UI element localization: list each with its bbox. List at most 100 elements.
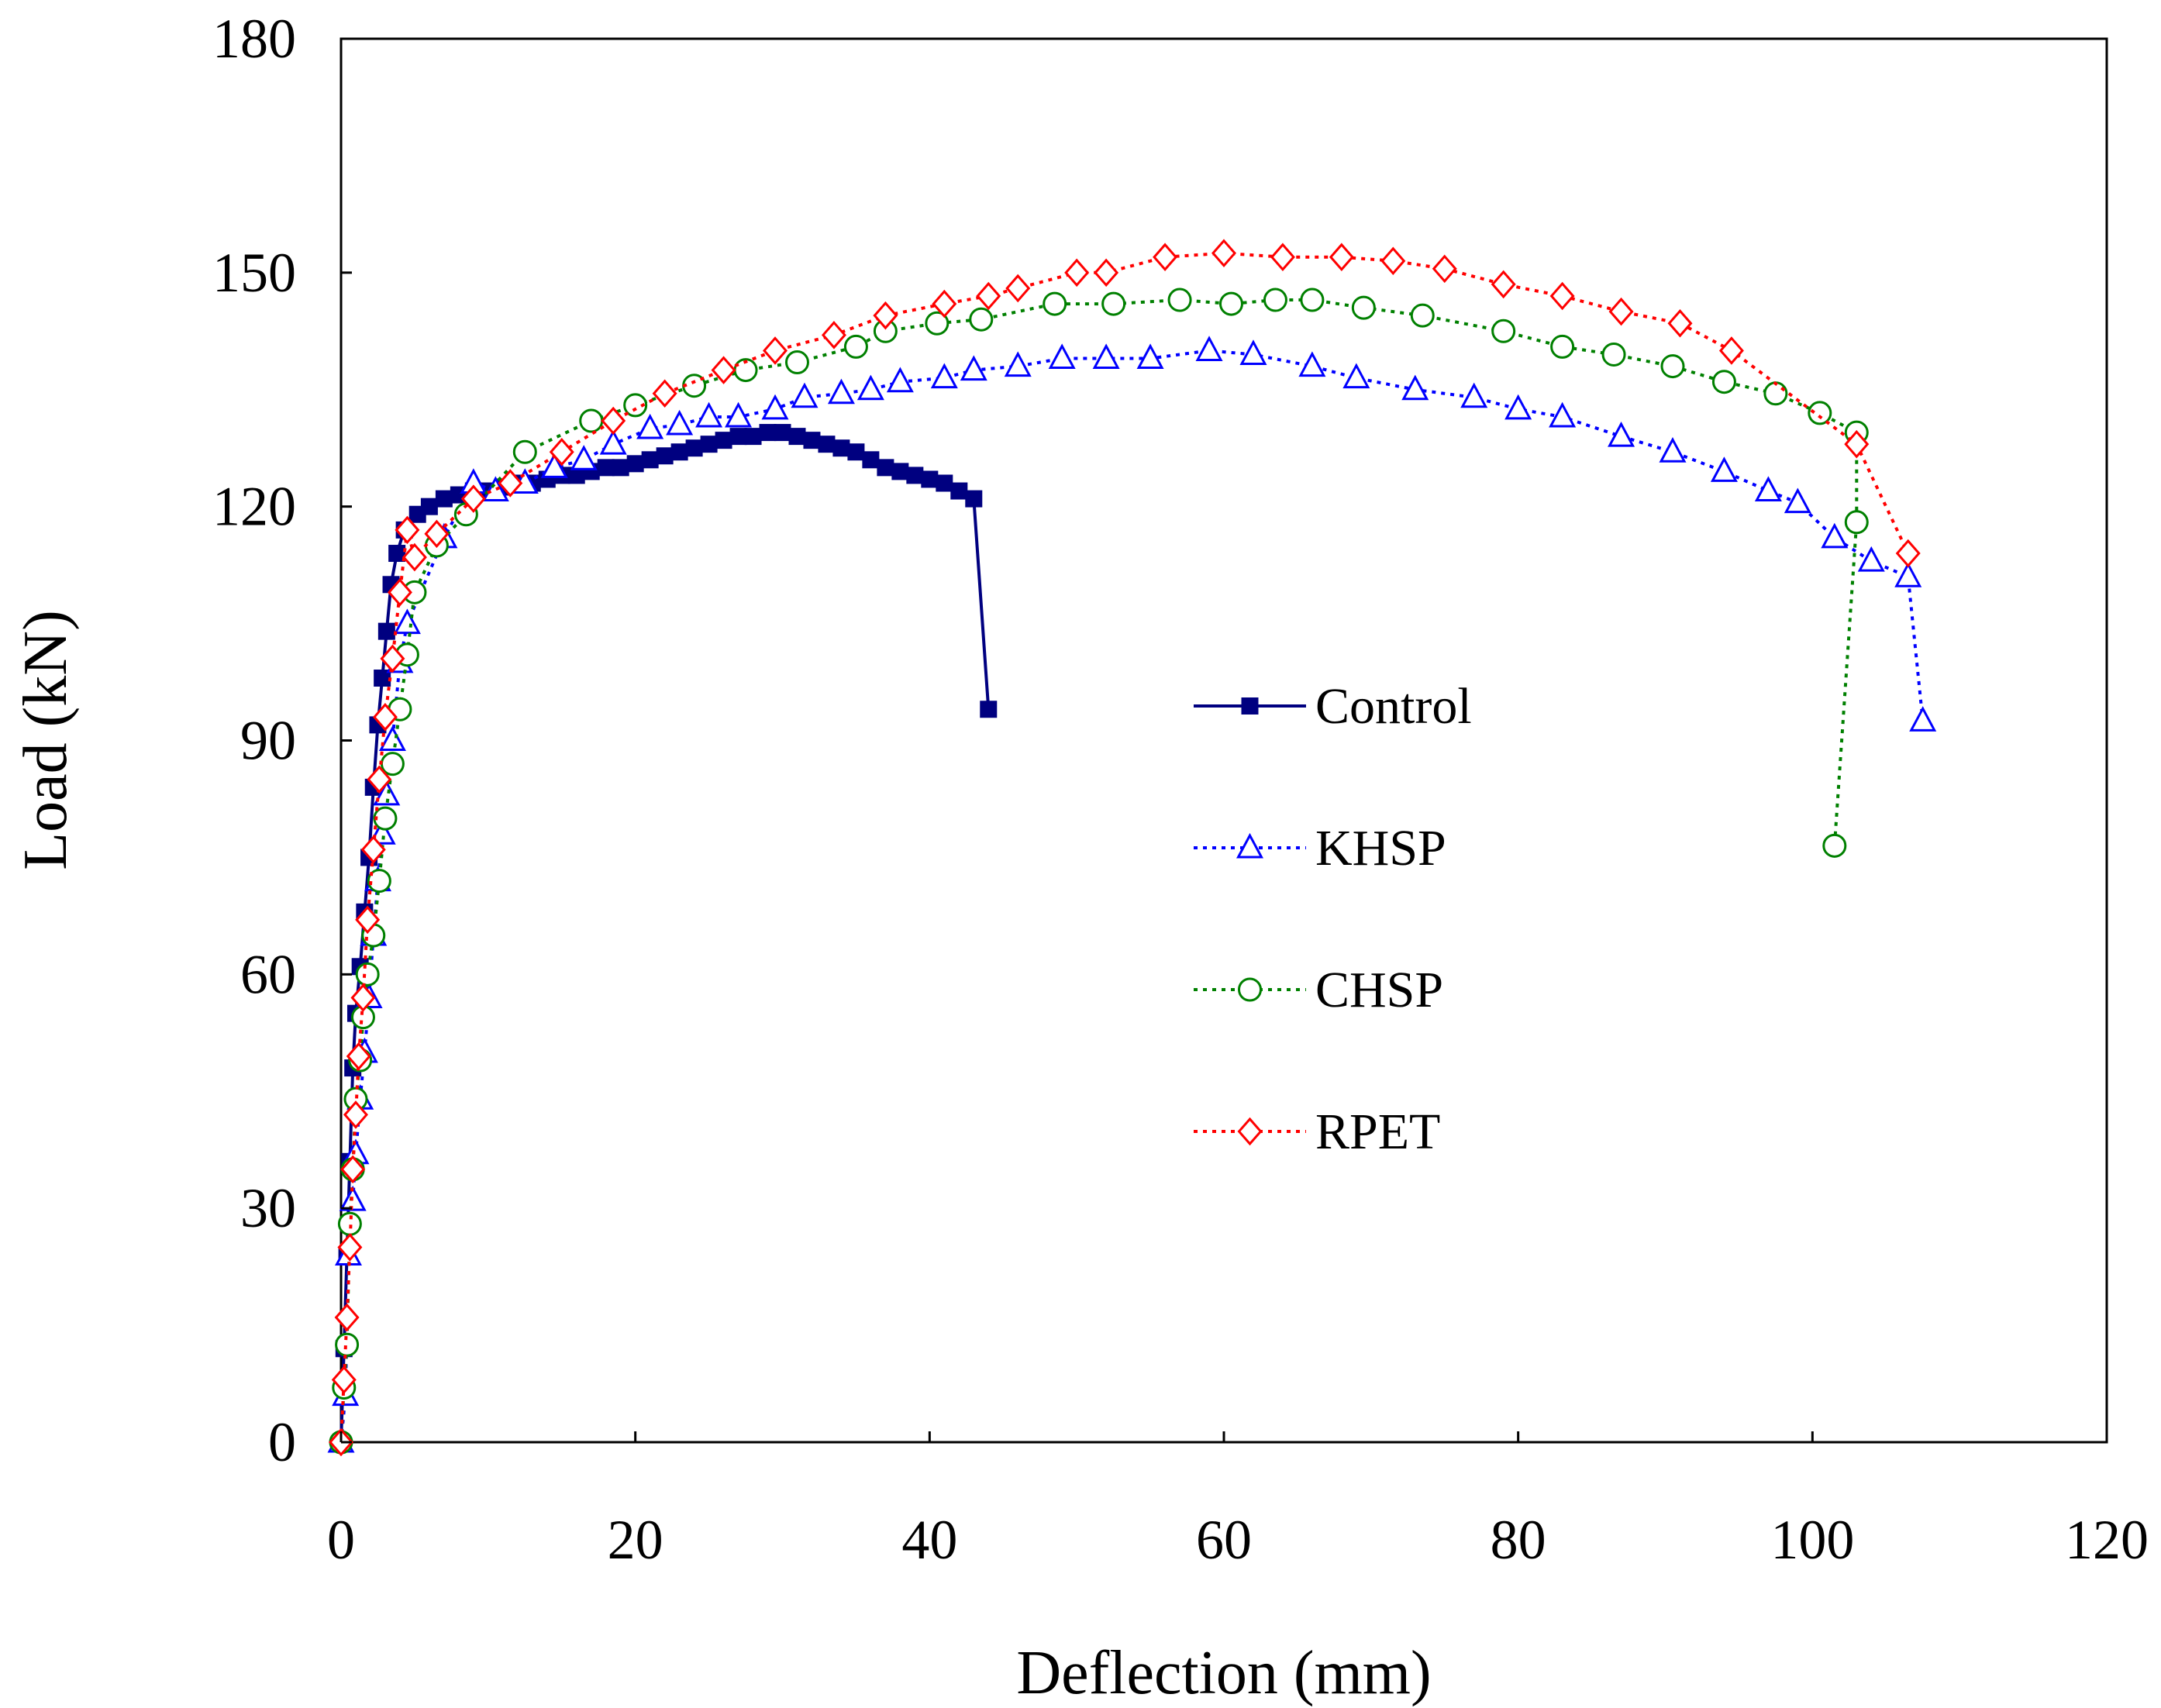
data-point-rpet xyxy=(402,542,427,572)
data-point-control xyxy=(435,490,453,508)
data-point-chsp xyxy=(1822,833,1847,858)
series-layer xyxy=(327,239,1937,1457)
data-point-control xyxy=(936,474,953,492)
data-point-khsp xyxy=(1048,343,1076,370)
data-point-control xyxy=(950,482,968,500)
data-point-khsp xyxy=(636,413,664,439)
data-point-rpet xyxy=(821,321,846,350)
data-point-control xyxy=(670,443,688,461)
data-point-chsp xyxy=(1167,288,1192,312)
data-point-khsp xyxy=(1549,401,1577,428)
data-point-chsp xyxy=(1660,354,1685,379)
data-point-chsp xyxy=(1218,291,1243,316)
legend-swatch-marker xyxy=(1241,697,1259,715)
data-point-control xyxy=(803,432,821,449)
legend-swatch-marker xyxy=(1238,977,1262,1002)
data-point-chsp xyxy=(969,307,994,332)
data-point-khsp xyxy=(368,819,396,845)
data-point-rpet xyxy=(1094,258,1119,288)
data-point-control xyxy=(626,455,644,473)
data-point-control xyxy=(818,436,836,453)
data-point-rpet xyxy=(337,1233,363,1262)
data-point-rpet xyxy=(976,281,1001,311)
data-point-khsp xyxy=(1460,382,1488,408)
data-point-rpet xyxy=(343,1100,368,1129)
series-line-khsp xyxy=(339,349,1925,1443)
data-point-chsp xyxy=(1101,291,1126,316)
data-point-chsp xyxy=(579,408,604,433)
data-point-chsp xyxy=(1550,334,1575,359)
data-point-khsp xyxy=(791,382,819,408)
data-point-rpet xyxy=(1270,243,1295,271)
data-point-khsp xyxy=(1754,476,1782,502)
y-tick-label: 180 xyxy=(212,8,296,70)
data-point-khsp xyxy=(1401,374,1429,401)
data-point-khsp xyxy=(930,363,958,389)
data-point-rpet xyxy=(932,289,957,319)
data-point-chsp xyxy=(1844,510,1869,535)
data-point-rpet xyxy=(334,1303,360,1332)
x-tick-label: 80 xyxy=(1491,1509,1546,1571)
data-point-control xyxy=(891,463,909,480)
x-tick-label: 40 xyxy=(901,1509,957,1571)
legend-label: CHSP xyxy=(1315,962,1443,1018)
data-point-rpet xyxy=(346,1042,371,1071)
data-point-control xyxy=(597,459,615,477)
data-point-chsp xyxy=(1491,319,1516,343)
y-axis-title: Load (kN) xyxy=(12,610,80,869)
data-point-rpet xyxy=(424,519,450,549)
data-point-chsp xyxy=(1263,288,1287,312)
y-tick-label: 30 xyxy=(240,1177,296,1239)
data-point-chsp xyxy=(1601,342,1626,367)
data-point-rpet xyxy=(1491,270,1516,299)
data-point-control xyxy=(715,432,732,449)
data-point-rpet xyxy=(1005,274,1031,303)
data-point-control xyxy=(700,436,718,453)
data-point-control xyxy=(862,451,880,469)
data-point-khsp xyxy=(373,780,401,806)
data-point-rpet xyxy=(711,356,736,384)
legend-swatch-marker xyxy=(1237,1117,1263,1146)
data-point-khsp xyxy=(378,725,406,751)
data-point-control xyxy=(388,545,406,563)
data-point-khsp xyxy=(1659,437,1687,463)
data-point-control xyxy=(729,428,747,446)
data-point-khsp xyxy=(1195,336,1223,361)
data-point-chsp xyxy=(1410,303,1435,328)
x-axis-title: Deflection (mm) xyxy=(1016,1639,1431,1707)
data-point-khsp xyxy=(1504,394,1532,420)
data-point-khsp xyxy=(599,429,627,455)
data-point-chsp xyxy=(335,1332,360,1357)
data-point-control xyxy=(877,459,894,477)
data-point-khsp xyxy=(1092,343,1120,370)
data-point-khsp xyxy=(570,445,598,470)
data-point-rpet xyxy=(367,765,392,794)
data-point-rpet xyxy=(549,437,574,467)
data-point-khsp xyxy=(761,394,789,420)
data-point-control xyxy=(744,428,762,446)
data-point-rpet xyxy=(1380,246,1406,276)
data-point-rpet xyxy=(763,336,788,365)
data-point-khsp xyxy=(1821,522,1849,549)
x-tick-label: 60 xyxy=(1196,1509,1252,1571)
data-point-rpet xyxy=(1895,539,1921,568)
data-point-khsp xyxy=(1710,456,1738,482)
data-point-khsp xyxy=(540,453,568,478)
data-point-khsp xyxy=(1239,339,1267,365)
legend-item-rpet: RPET xyxy=(1194,1104,1440,1160)
data-point-chsp xyxy=(373,806,398,831)
data-point-control xyxy=(832,439,850,457)
data-point-rpet xyxy=(387,578,412,607)
data-point-chsp xyxy=(623,393,648,418)
data-point-rpet xyxy=(1549,281,1575,311)
y-tick-label: 150 xyxy=(212,242,296,304)
data-point-rpet xyxy=(498,469,523,498)
data-point-khsp xyxy=(481,476,509,502)
legend-label: Control xyxy=(1315,678,1472,735)
series-rpet xyxy=(329,239,1921,1457)
data-point-control xyxy=(774,424,791,442)
data-point-rpet xyxy=(1844,429,1870,459)
data-point-rpet xyxy=(601,406,626,436)
